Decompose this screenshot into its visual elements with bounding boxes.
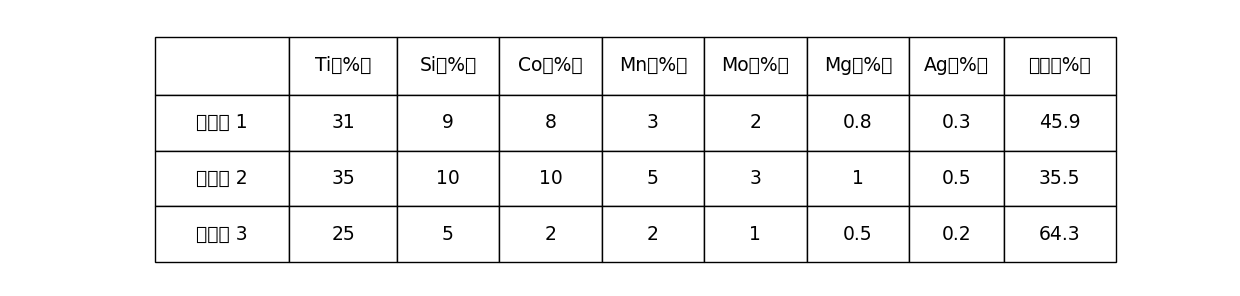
Bar	[289, 37, 397, 95]
Bar	[909, 95, 1003, 151]
Bar	[806, 207, 909, 262]
Text: 载体（%）: 载体（%）	[1028, 56, 1091, 75]
Bar	[397, 37, 500, 95]
Text: 5: 5	[441, 225, 454, 244]
Text: 1: 1	[749, 225, 761, 244]
Bar	[397, 207, 500, 262]
Text: Si（%）: Si（%）	[419, 56, 476, 75]
Text: 10: 10	[436, 169, 460, 188]
Bar	[806, 151, 909, 207]
Bar	[155, 151, 289, 207]
Text: 0.8: 0.8	[843, 113, 873, 132]
Text: 5: 5	[647, 169, 658, 188]
Bar	[704, 95, 806, 151]
Bar	[704, 207, 806, 262]
Bar	[500, 151, 601, 207]
Text: 3: 3	[749, 169, 761, 188]
Text: Ti（%）: Ti（%）	[315, 56, 371, 75]
Text: 0.3: 0.3	[941, 113, 971, 132]
Bar	[704, 37, 806, 95]
Text: 64.3: 64.3	[1039, 225, 1080, 244]
Bar	[601, 151, 704, 207]
Text: 0.5: 0.5	[843, 225, 873, 244]
Bar	[601, 37, 704, 95]
Text: 31: 31	[331, 113, 355, 132]
Text: Mn（%）: Mn（%）	[619, 56, 687, 75]
Text: 35: 35	[331, 169, 355, 188]
Bar	[397, 95, 500, 151]
Text: 0.2: 0.2	[941, 225, 971, 244]
Bar	[806, 95, 909, 151]
Bar	[1003, 95, 1116, 151]
Bar	[909, 151, 1003, 207]
Bar	[155, 37, 289, 95]
Bar	[909, 207, 1003, 262]
Bar	[397, 151, 500, 207]
Text: 1: 1	[852, 169, 864, 188]
Text: 9: 9	[441, 113, 454, 132]
Text: 0.5: 0.5	[941, 169, 971, 188]
Text: Co（%）: Co（%）	[518, 56, 583, 75]
Bar	[806, 37, 909, 95]
Bar	[1003, 207, 1116, 262]
Bar	[704, 151, 806, 207]
Bar	[601, 95, 704, 151]
Text: 实施例 2: 实施例 2	[196, 169, 248, 188]
Text: Mo（%）: Mo（%）	[722, 56, 790, 75]
Text: 实施例 3: 实施例 3	[196, 225, 248, 244]
Text: Ag（%）: Ag（%）	[924, 56, 988, 75]
Bar	[289, 151, 397, 207]
Text: 2: 2	[544, 225, 557, 244]
Bar	[909, 37, 1003, 95]
Bar	[289, 207, 397, 262]
Bar	[601, 207, 704, 262]
Text: 实施例 1: 实施例 1	[196, 113, 248, 132]
Bar	[155, 95, 289, 151]
Text: Mg（%）: Mg（%）	[823, 56, 892, 75]
Text: 35.5: 35.5	[1039, 169, 1080, 188]
Text: 45.9: 45.9	[1039, 113, 1080, 132]
Text: 10: 10	[538, 169, 562, 188]
Text: 25: 25	[331, 225, 355, 244]
Text: 2: 2	[749, 113, 761, 132]
Bar	[289, 95, 397, 151]
Bar	[500, 207, 601, 262]
Bar	[155, 207, 289, 262]
Bar	[1003, 151, 1116, 207]
Bar	[500, 37, 601, 95]
Bar	[1003, 37, 1116, 95]
Text: 3: 3	[647, 113, 658, 132]
Text: 8: 8	[544, 113, 557, 132]
Bar	[500, 95, 601, 151]
Text: 2: 2	[647, 225, 658, 244]
